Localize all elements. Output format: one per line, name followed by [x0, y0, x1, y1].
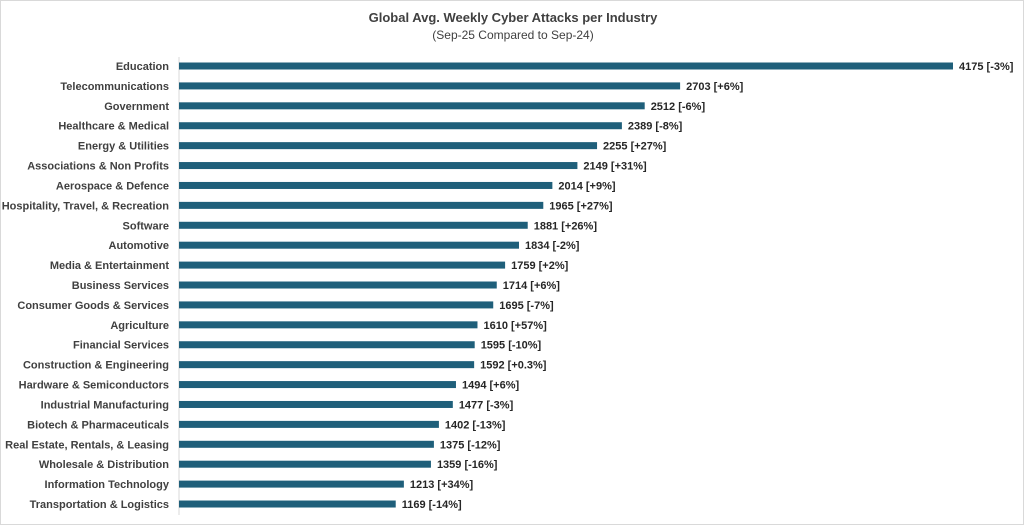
data-label: 2703 [+6%] [686, 81, 744, 93]
category-label: Telecommunications [60, 81, 169, 93]
category-label: Transportation & Logistics [30, 499, 169, 511]
bar [179, 400, 453, 408]
bar [179, 480, 404, 488]
category-label: Energy & Utilities [78, 141, 169, 153]
category-label: Hospitality, Travel, & Recreation [2, 200, 170, 212]
data-label: 2512 [-6%] [651, 101, 706, 113]
data-label: 1714 [+6%] [503, 280, 561, 292]
category-label: Hardware & Semiconductors [19, 380, 169, 392]
data-label: 1881 [+26%] [534, 220, 598, 232]
category-label: Associations & Non Profits [27, 161, 169, 173]
data-label: 2255 [+27%] [603, 141, 667, 153]
bar [179, 440, 434, 448]
bar [179, 381, 456, 389]
bar [179, 361, 475, 369]
bars-layer: Education 4175 [-3%] Telecommunications 270… [2, 61, 1014, 511]
bar [179, 341, 475, 349]
category-label: Consumer Goods & Services [17, 300, 169, 312]
bar [179, 62, 953, 70]
category-label: Software [123, 220, 169, 232]
bar [179, 321, 478, 329]
data-label: 1610 [+57%] [483, 320, 547, 332]
bar [179, 201, 544, 209]
category-label: Aerospace & Defence [56, 180, 169, 192]
chart-title: Global Avg. Weekly Cyber Attacks per Ind… [368, 10, 658, 25]
bar [179, 281, 497, 289]
data-label: 4175 [-3%] [959, 61, 1014, 73]
bar [179, 301, 494, 309]
data-label: 1213 [+34%] [410, 479, 474, 491]
category-label: Automotive [109, 240, 170, 252]
bar [179, 241, 520, 249]
data-label: 1494 [+6%] [462, 380, 520, 392]
data-label: 2149 [+31%] [583, 161, 647, 173]
category-label: Media & Entertainment [50, 260, 170, 272]
category-label: Construction & Engineering [23, 360, 169, 372]
bar [179, 122, 622, 130]
bar [179, 181, 553, 189]
data-label: 1375 [-12%] [440, 439, 501, 451]
category-label: Business Services [72, 280, 169, 292]
bar [179, 102, 645, 110]
category-label: Financial Services [73, 340, 169, 352]
category-label: Agriculture [110, 320, 169, 332]
data-label: 1477 [-3%] [459, 399, 514, 411]
bar [179, 221, 528, 229]
data-label: 1695 [-7%] [499, 300, 554, 312]
category-label: Real Estate, Rentals, & Leasing [5, 439, 169, 451]
bar [179, 460, 431, 468]
category-label: Healthcare & Medical [58, 121, 169, 133]
data-label: 1359 [-16%] [437, 459, 498, 471]
category-label: Information Technology [45, 479, 170, 491]
bar [179, 142, 598, 150]
category-label: Industrial Manufacturing [41, 399, 169, 411]
category-label: Biotech & Pharmaceuticals [27, 419, 169, 431]
data-label: 1759 [+2%] [511, 260, 569, 272]
data-label: 2389 [-8%] [628, 121, 683, 133]
data-label: 1965 [+27%] [549, 200, 613, 212]
data-label: 2014 [+9%] [558, 180, 616, 192]
data-label: 1402 [-13%] [445, 419, 506, 431]
chart-subtitle: (Sep-25 Compared to Sep-24) [432, 28, 594, 42]
bar [179, 500, 396, 508]
category-label: Education [116, 61, 169, 73]
data-label: 1834 [-2%] [525, 240, 580, 252]
category-label: Government [104, 101, 169, 113]
category-label: Wholesale & Distribution [39, 459, 169, 471]
bar [179, 420, 439, 428]
data-label: 1169 [-14%] [402, 499, 462, 511]
bar [179, 261, 506, 269]
bar [179, 162, 578, 170]
data-label: 1595 [-10%] [481, 340, 542, 352]
bar [179, 82, 681, 90]
data-label: 1592 [+0.3%] [480, 360, 547, 372]
